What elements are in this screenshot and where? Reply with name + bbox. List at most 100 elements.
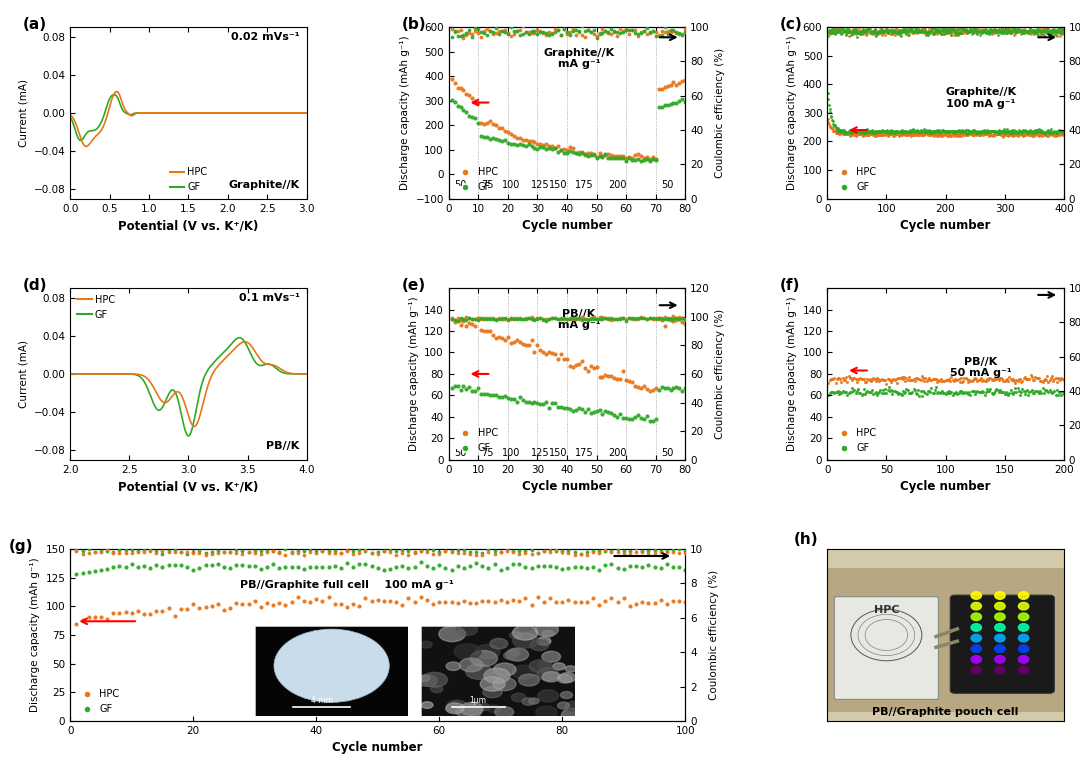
Point <box>874 27 891 39</box>
Point <box>596 559 613 571</box>
Point <box>1003 386 1021 399</box>
Point <box>840 128 858 140</box>
Point <box>897 26 915 39</box>
Point <box>1054 25 1071 37</box>
Point <box>824 25 841 38</box>
Point <box>508 25 525 37</box>
Point <box>504 557 522 570</box>
Point <box>618 312 635 325</box>
Point <box>671 547 688 559</box>
Point <box>991 26 1009 39</box>
Point <box>905 25 922 37</box>
Point <box>824 27 841 39</box>
Point <box>843 26 861 39</box>
Point <box>984 388 1001 400</box>
Point <box>868 126 886 139</box>
Point <box>986 127 1003 140</box>
Point <box>667 314 685 326</box>
Point <box>1044 28 1062 40</box>
Point <box>141 608 159 620</box>
Point <box>588 405 605 417</box>
Point <box>893 125 910 137</box>
Point <box>977 27 995 39</box>
Point <box>1039 27 1056 39</box>
Point <box>1032 25 1050 38</box>
Point <box>662 311 679 324</box>
Point <box>1045 22 1063 35</box>
Point <box>566 596 583 608</box>
Point <box>975 25 993 37</box>
Point <box>826 25 843 38</box>
Point <box>861 128 878 140</box>
Text: (e): (e) <box>402 278 426 293</box>
Point <box>973 23 990 35</box>
Point <box>919 207 936 219</box>
Point <box>858 29 875 41</box>
Point <box>656 313 673 325</box>
X-axis label: Cycle number: Cycle number <box>901 480 990 493</box>
Point <box>822 29 839 41</box>
Point <box>932 24 949 36</box>
Point <box>906 25 923 38</box>
Point <box>591 150 608 162</box>
Point <box>932 210 949 223</box>
Point <box>948 130 966 142</box>
Text: 175: 175 <box>576 448 594 458</box>
Point <box>671 544 688 556</box>
Point <box>1030 372 1048 385</box>
Point <box>642 27 659 39</box>
Point <box>1030 23 1048 35</box>
Point <box>1010 22 1027 35</box>
Point <box>927 210 944 223</box>
Point <box>977 128 995 140</box>
Point <box>1036 127 1053 140</box>
Point <box>827 27 845 39</box>
Point <box>918 128 935 140</box>
Point <box>832 24 849 36</box>
Point <box>1031 26 1049 39</box>
Point <box>1054 24 1071 36</box>
Point <box>638 153 656 165</box>
Point <box>881 385 899 397</box>
Point <box>903 22 920 34</box>
Point <box>978 124 996 136</box>
Point <box>829 372 847 384</box>
Point <box>948 374 966 386</box>
Point <box>662 23 679 35</box>
Point <box>381 563 399 575</box>
Point <box>854 23 872 35</box>
Point <box>451 82 469 95</box>
Point <box>642 415 659 427</box>
Point <box>908 24 926 36</box>
Point <box>271 562 288 574</box>
Point <box>141 544 159 557</box>
Point <box>887 22 904 35</box>
Point <box>1052 209 1069 221</box>
Point <box>988 373 1005 386</box>
Point <box>1027 124 1044 136</box>
Point <box>538 348 555 360</box>
Point <box>400 561 417 574</box>
Point <box>160 602 177 614</box>
Point <box>950 22 968 35</box>
Point <box>975 24 993 36</box>
Point <box>591 564 608 576</box>
Point <box>895 210 913 223</box>
Point <box>388 549 405 561</box>
Point <box>821 387 838 399</box>
Point <box>381 545 399 557</box>
Point <box>886 373 903 386</box>
Point <box>860 23 877 35</box>
Point <box>842 127 860 140</box>
Point <box>554 563 571 575</box>
Point <box>905 129 922 141</box>
Point <box>829 126 847 139</box>
Point <box>618 315 635 327</box>
Point <box>295 595 312 608</box>
Point <box>870 375 888 387</box>
Point <box>859 126 876 139</box>
Point <box>1047 130 1064 142</box>
Point <box>228 544 245 556</box>
Point <box>482 115 499 127</box>
Point <box>541 546 558 558</box>
